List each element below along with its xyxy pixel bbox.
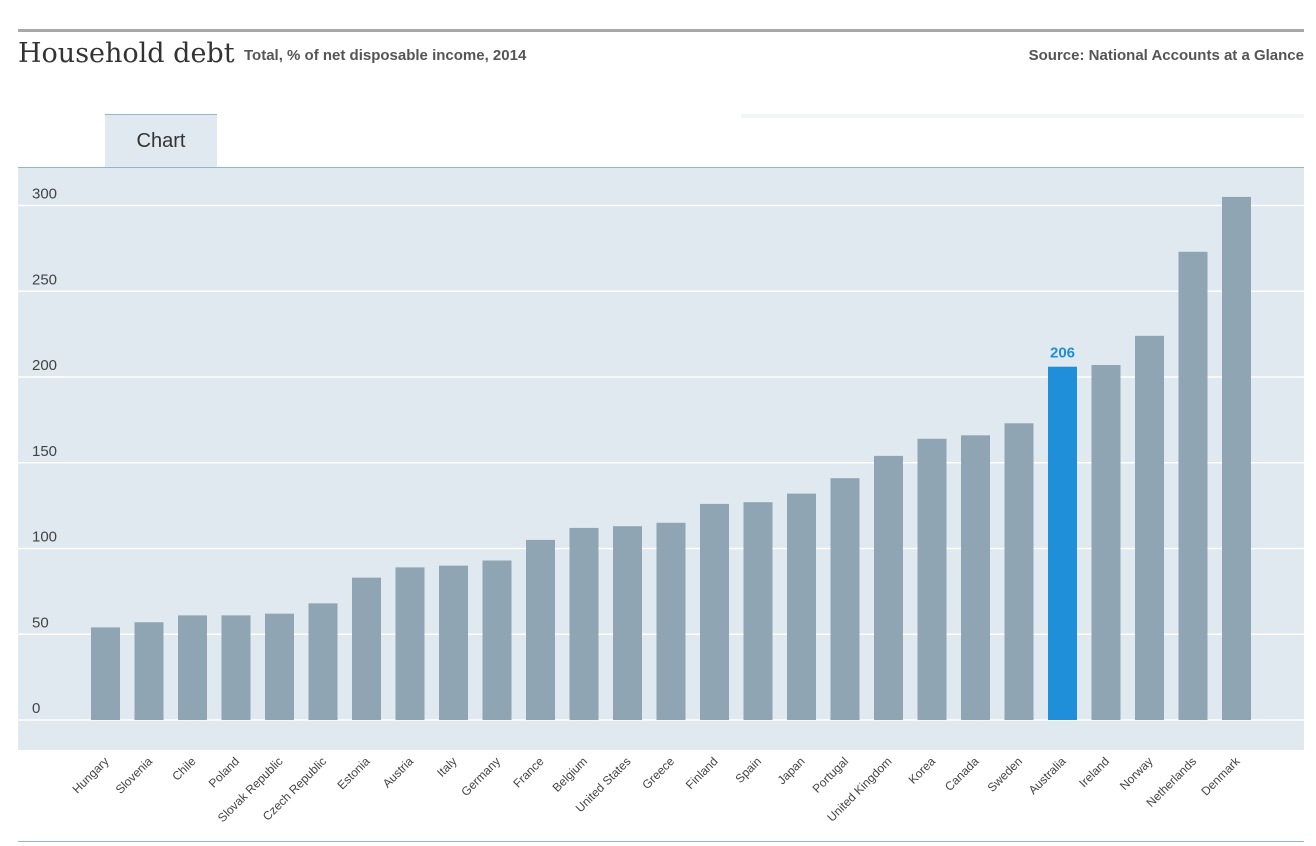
- x-tick-label: Germany: [458, 754, 503, 799]
- x-tick-label: Hungary: [70, 754, 112, 796]
- x-tick-label: Poland: [206, 754, 242, 790]
- chart-subtitle: Total, % of net disposable income, 2014: [244, 47, 527, 64]
- y-tick-label: 50: [32, 614, 49, 631]
- bottom-rule: [18, 841, 1304, 842]
- x-tick-label: Slovenia: [113, 754, 156, 797]
- x-tick-label: France: [510, 754, 547, 791]
- x-tick-label: Italy: [434, 754, 459, 779]
- y-tick-label: 250: [32, 271, 57, 288]
- x-tick-label: Denmark: [1198, 754, 1243, 799]
- x-tick-label: Estonia: [334, 754, 372, 792]
- x-tick-label: Chile: [169, 754, 198, 783]
- bar: [91, 627, 120, 720]
- x-tick-label: Sweden: [985, 754, 1026, 795]
- tab-chart[interactable]: Chart: [105, 114, 217, 168]
- y-tick-label: 200: [32, 357, 57, 374]
- bar: [787, 493, 816, 720]
- bar: [613, 526, 642, 720]
- bar: [874, 455, 903, 720]
- x-tick-label: Japan: [775, 754, 808, 787]
- bar: [1135, 335, 1164, 720]
- bar: [178, 615, 207, 720]
- x-tick-label: Austria: [380, 754, 417, 791]
- tab-strip: [741, 114, 1304, 118]
- bar: [482, 560, 512, 720]
- x-tick-label: Portugal: [810, 754, 852, 796]
- tab-strip-line: [18, 167, 1304, 168]
- bar: [656, 522, 686, 720]
- y-tick-label: 150: [32, 443, 57, 460]
- x-tick-label: Belgium: [550, 754, 591, 795]
- source-note: Source: National Accounts at a Glance: [1028, 47, 1304, 64]
- bar: [439, 565, 468, 720]
- x-tick-label: Finland: [683, 754, 721, 792]
- bar: [1222, 196, 1251, 721]
- chart-title: Household debt: [18, 38, 235, 69]
- bar: [830, 478, 860, 720]
- bar: [308, 603, 338, 720]
- bar: [1048, 366, 1077, 720]
- x-tick-label: Greece: [639, 754, 677, 792]
- top-rule: [18, 29, 1304, 32]
- y-tick-label: 100: [32, 529, 57, 546]
- x-tick-label: Ireland: [1076, 754, 1112, 790]
- bar: [352, 577, 381, 720]
- bar: [961, 435, 990, 720]
- y-tick-label: 300: [32, 186, 57, 203]
- bar: [221, 615, 251, 720]
- bar: [526, 539, 555, 720]
- bar: [1178, 251, 1208, 720]
- bar: [700, 503, 729, 720]
- x-tick-label: Norway: [1117, 754, 1156, 793]
- x-tick-label: Australia: [1026, 754, 1069, 797]
- bar: [743, 502, 773, 720]
- x-tick-label: Spain: [733, 754, 765, 786]
- bar: [395, 567, 425, 720]
- bar: [1091, 364, 1121, 720]
- bar: [917, 438, 947, 720]
- bar: [1004, 423, 1034, 720]
- y-tick-label: 0: [32, 700, 40, 717]
- bar: [134, 622, 164, 720]
- bar: [265, 613, 294, 720]
- bar: [569, 527, 599, 720]
- x-tick-label: Canada: [942, 754, 982, 794]
- x-tick-label: Korea: [906, 754, 939, 787]
- data-label: 206: [1050, 345, 1075, 362]
